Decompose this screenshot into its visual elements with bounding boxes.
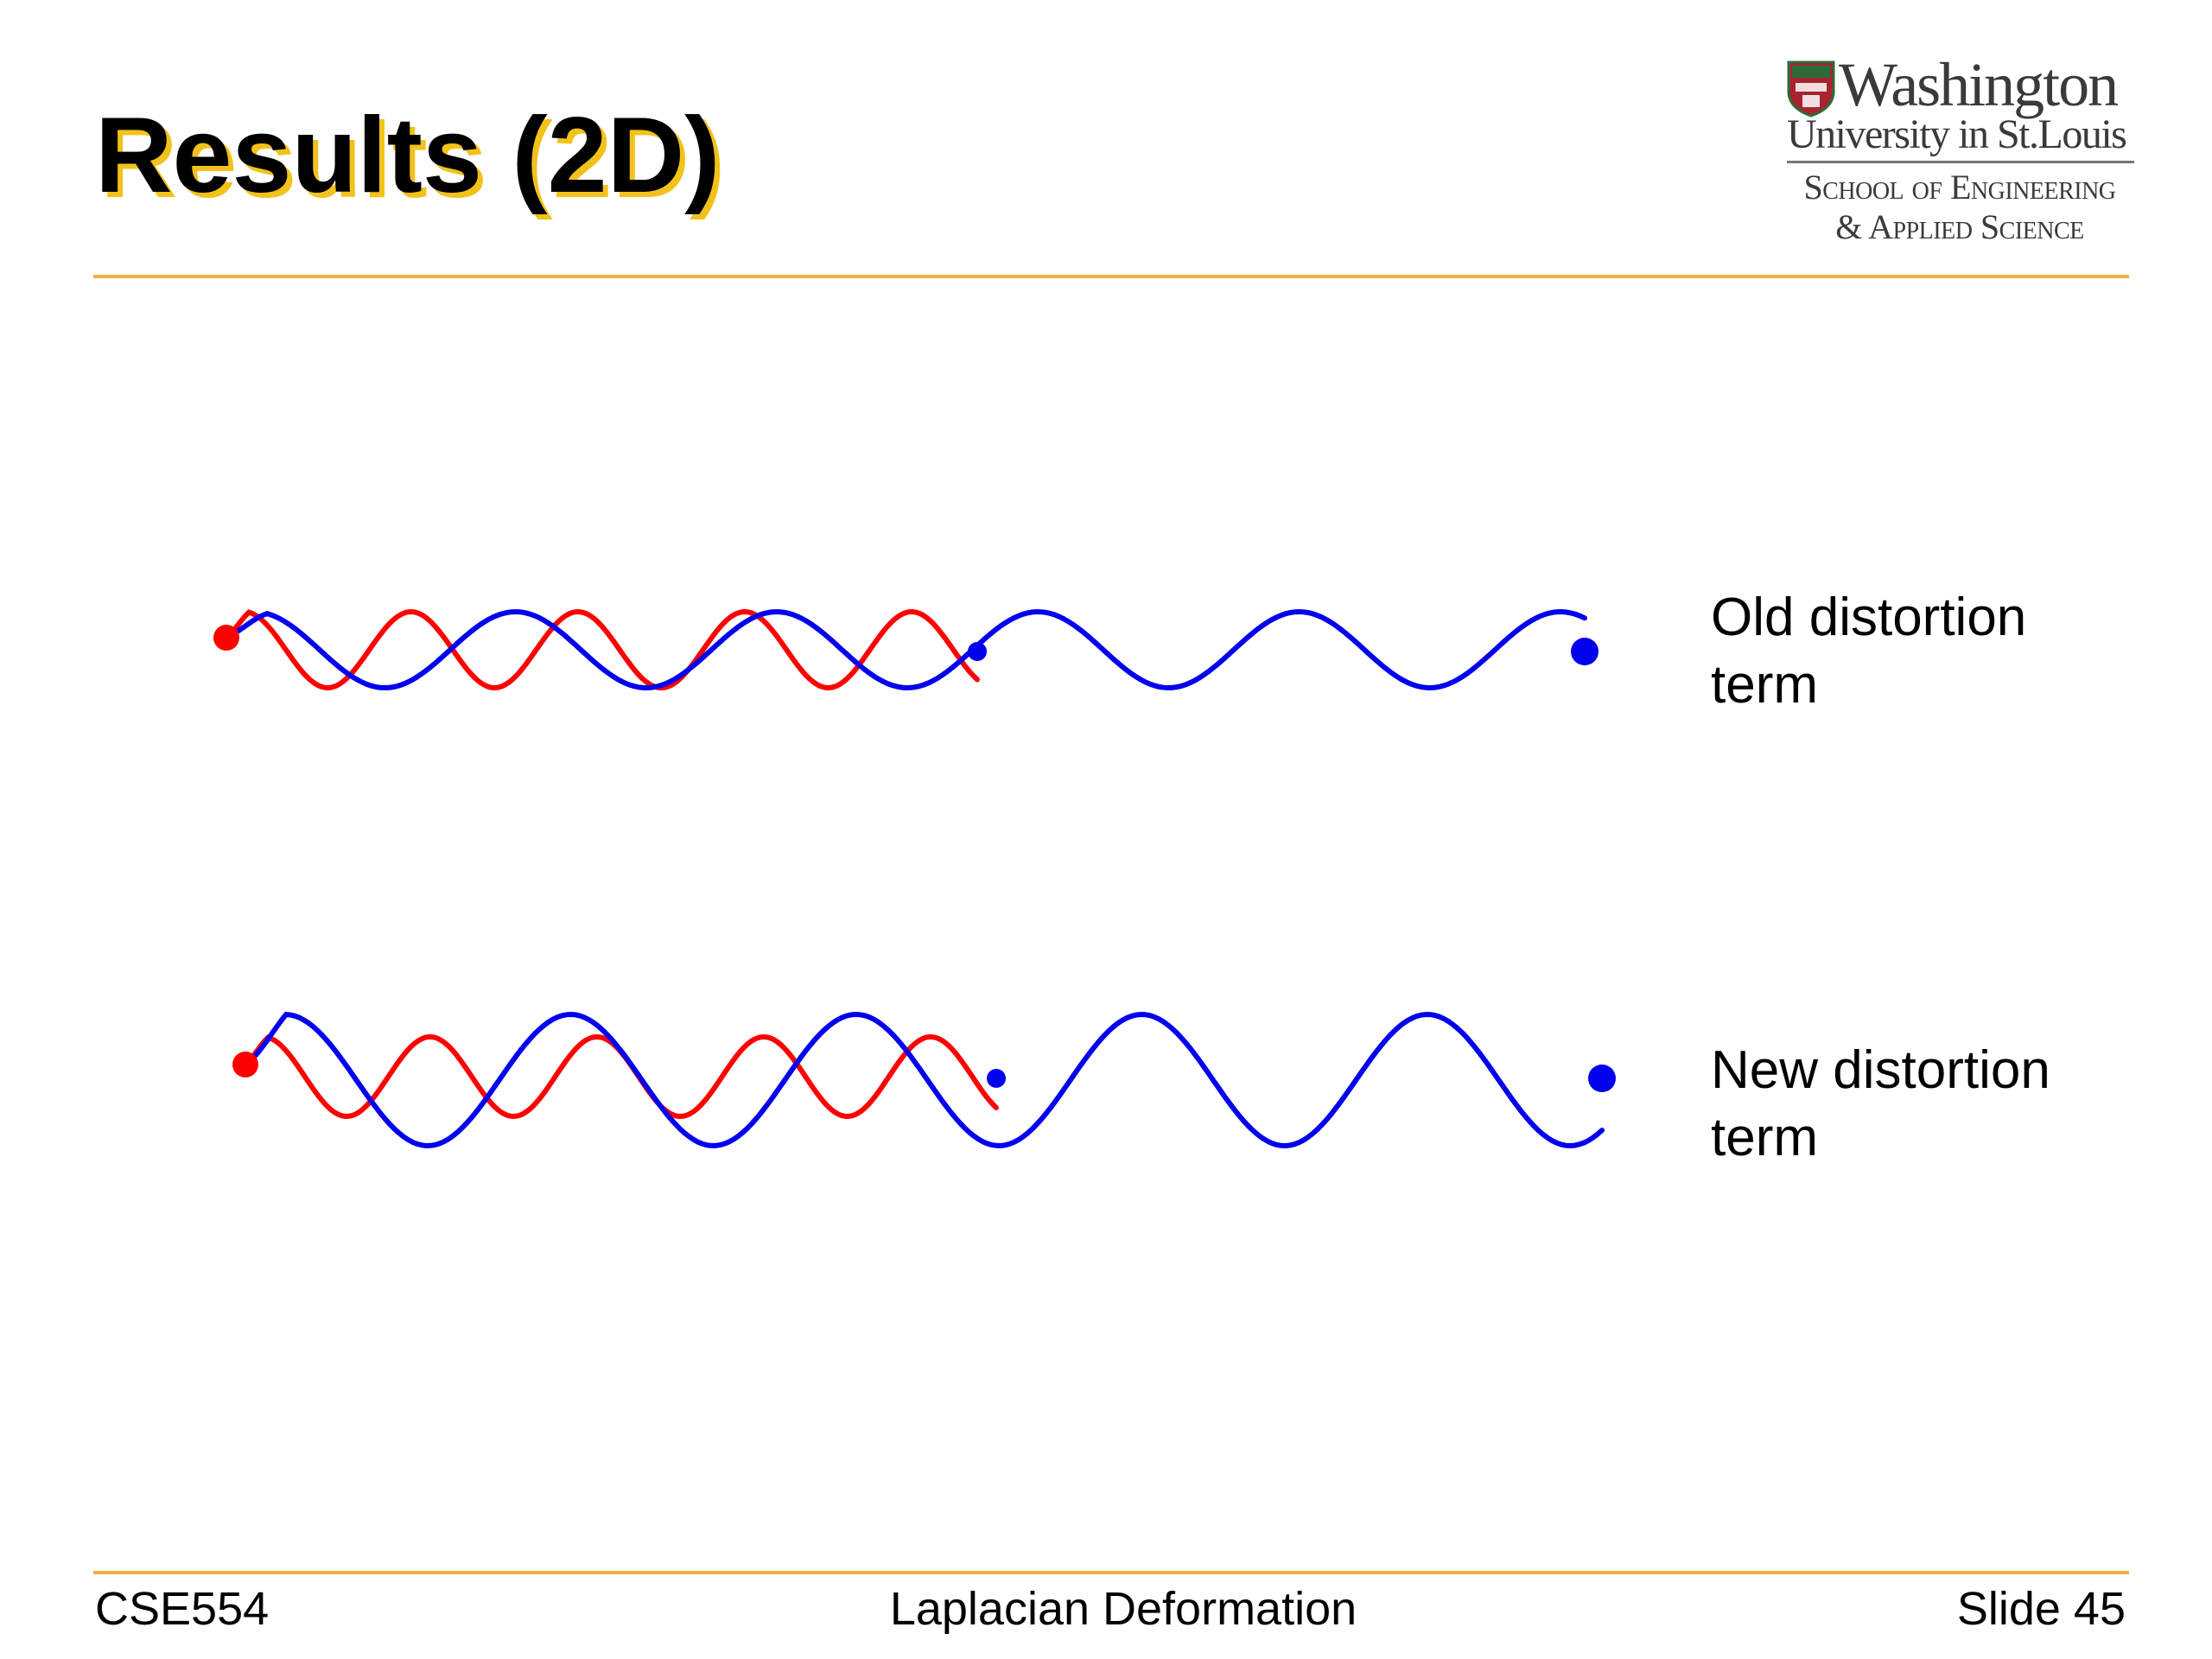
old-deformed-curve (224, 608, 1587, 691)
logo-washington: Washington (1839, 50, 2119, 119)
caption-new-line2: term (1711, 1108, 1818, 1167)
title-divider (93, 275, 2129, 278)
logo-university: University in St.Louis (1787, 111, 2127, 157)
footer-course: CSE554 (95, 1583, 270, 1635)
caption-old-line2: term (1711, 655, 1818, 715)
new-deformed-curve (243, 1011, 1605, 1149)
caption-new-line1: New distortion (1711, 1040, 2050, 1100)
caption-old-distortion: Old distortion term (1711, 584, 2026, 719)
footer-divider (93, 1571, 2129, 1574)
new-term-figure (232, 1011, 1616, 1149)
old-original-handle (213, 625, 239, 651)
old-deformed-handle (1571, 638, 1599, 665)
new-original-handle (232, 1052, 258, 1077)
footer-topic: Laplacian Deformation (889, 1583, 1357, 1635)
old-original-end-marker (968, 642, 987, 661)
new-original-end-marker (987, 1069, 1006, 1088)
slide-title: Results (2D) (95, 96, 721, 215)
university-logo: Washington University in St.Louis School… (1754, 54, 2134, 252)
shield-icon (1787, 60, 1835, 118)
caption-old-line1: Old distortion (1711, 588, 2027, 647)
logo-divider (1787, 161, 2134, 163)
new-deformed-handle (1588, 1065, 1616, 1092)
logo-school: School of Engineering & Applied Science (1761, 168, 2158, 247)
footer-slide-number: Slide 45 (1956, 1583, 2126, 1635)
old-original-curve (224, 608, 980, 691)
caption-new-distortion: New distortion term (1711, 1037, 2050, 1172)
logo-school-line2: & Applied Science (1835, 207, 2084, 246)
logo-school-line1: School of Engineering (1803, 168, 2116, 207)
old-term-figure (213, 608, 1599, 691)
